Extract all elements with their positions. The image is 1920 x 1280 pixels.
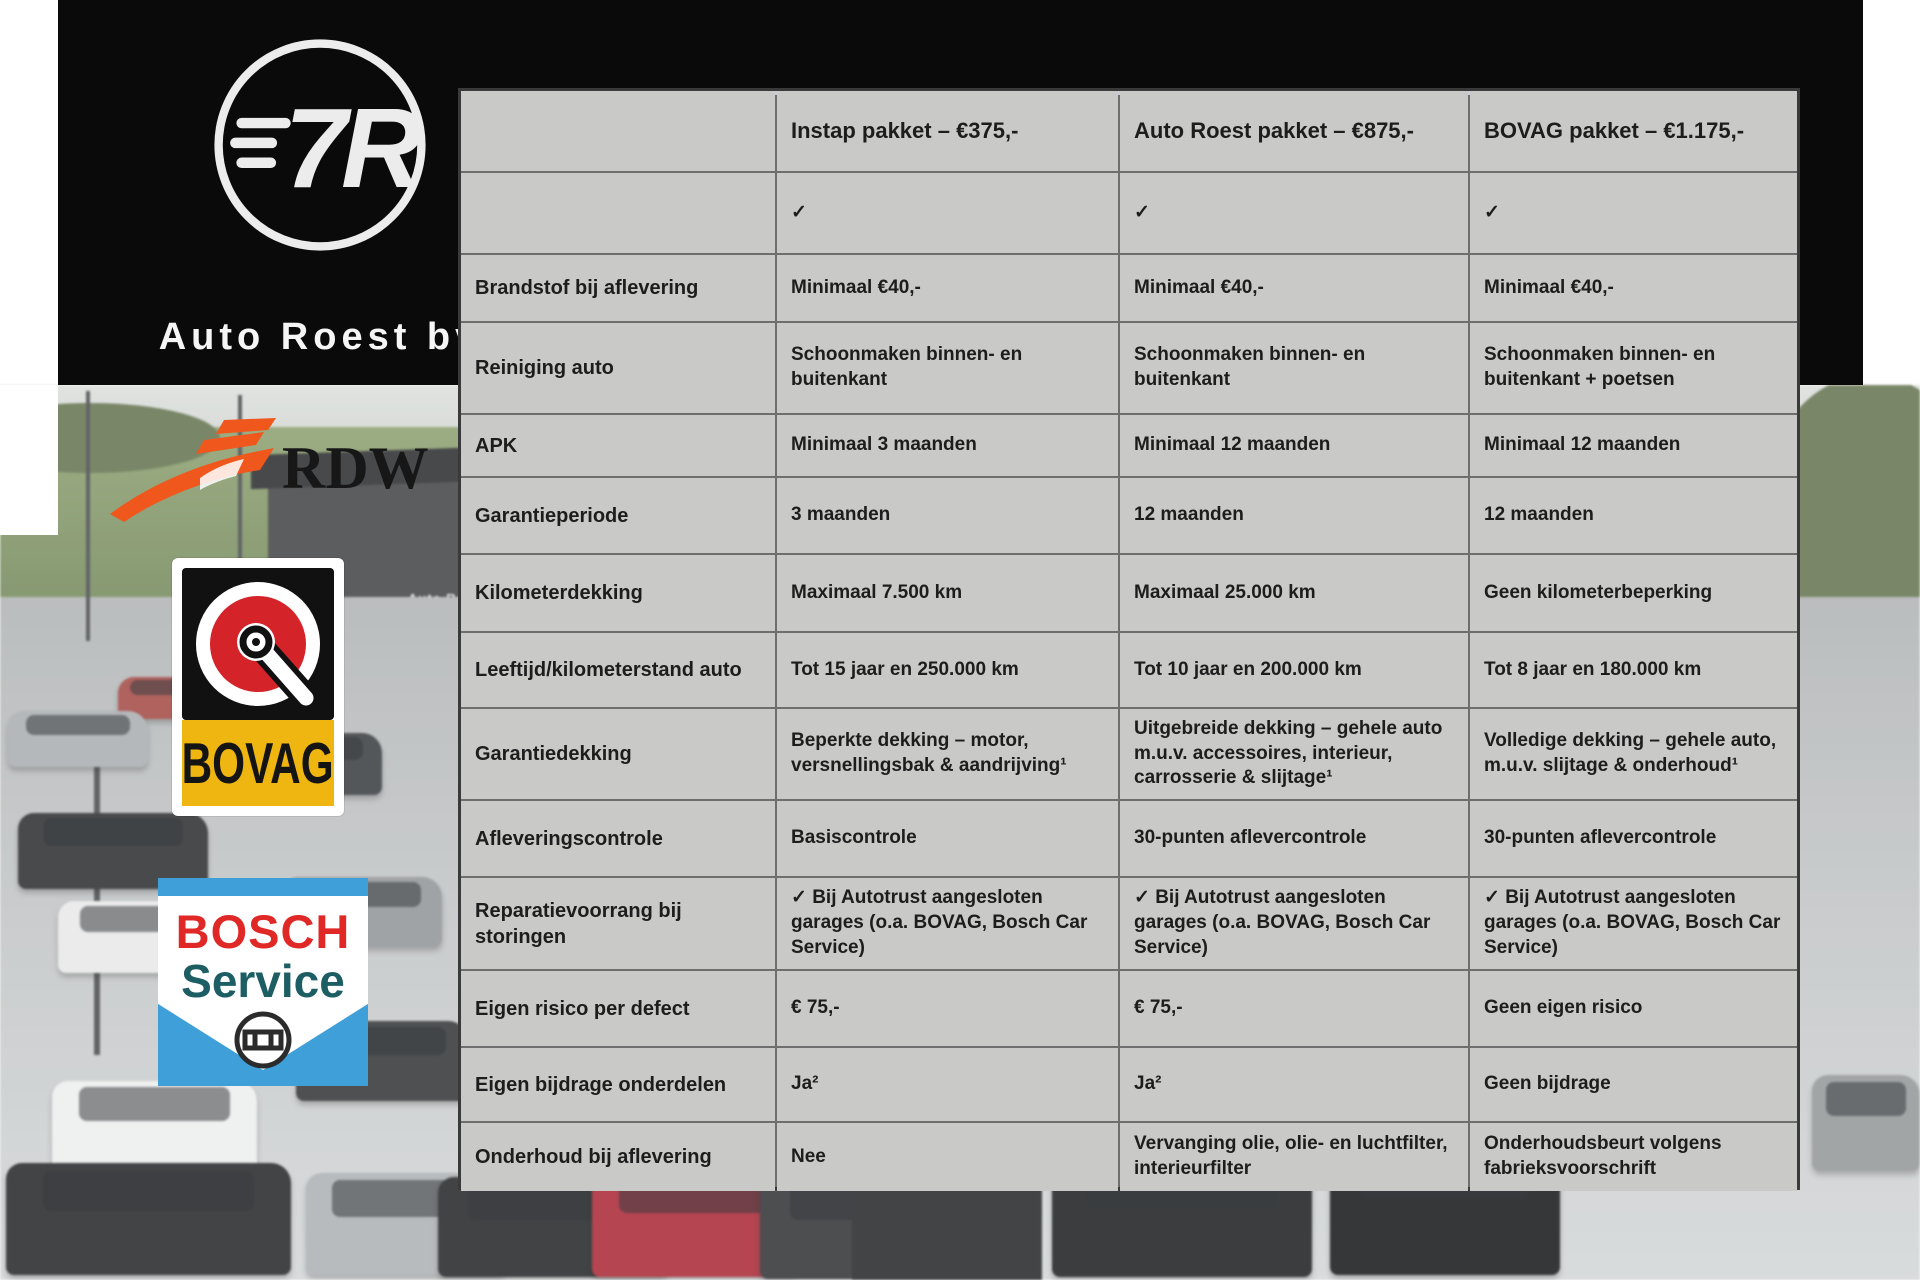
rdw-wordmark: RDW [282,435,429,501]
value-cell: Beperkte dekking – motor, versnellingsba… [777,709,1118,799]
value-cell: ✓ Bij Autotrust aangesloten garages (o.a… [777,878,1118,969]
value-cell: Onderhoudsbeurt volgens fabrieksvoorschr… [1470,1123,1797,1191]
value-cell: ✓ [1470,173,1797,253]
bosch-armature-icon [234,1011,292,1069]
value-cell: € 75,- [777,971,1118,1046]
car [1812,1075,1920,1171]
bosch-service-logo: BOSCH Service [158,878,368,1086]
value-cell: Uitgebreide dekking – gehele auto m.u.v.… [1120,709,1468,799]
bosch-wordmark: BOSCH [175,905,351,958]
value-cell: Schoonmaken binnen- en buitenkant [1120,323,1468,413]
value-cell: ✓ [1120,173,1468,253]
value-cell: Geen kilometerbeperking [1470,555,1797,631]
auto-roest-logo-icon: 7R [214,39,428,251]
column-header: Instap pakket – €375,- [777,91,1118,171]
value-cell: Minimaal €40,- [1120,255,1468,321]
row-label: Kilometerdekking [461,555,775,631]
rdw-swoosh-icon [110,418,276,522]
value-cell: 12 maanden [1120,478,1468,553]
value-cell: Schoonmaken binnen- en buitenkant + poet… [1470,323,1797,413]
value-cell: Geen eigen risico [1470,971,1797,1046]
row-label: Leeftijd/kilometerstand auto [461,633,775,707]
row-label: Eigen bijdrage onderdelen [461,1048,775,1121]
value-cell: Tot 15 jaar en 250.000 km [777,633,1118,707]
value-cell: Nee [777,1123,1118,1191]
value-cell: ✓ Bij Autotrust aangesloten garages (o.a… [1120,878,1468,969]
value-cell: Minimaal €40,- [777,255,1118,321]
auto-roest-name: Auto Roest bv [158,316,482,358]
row-label: APK [461,415,775,476]
row-label: Eigen risico per defect [461,971,775,1046]
value-cell: Geen bijdrage [1470,1048,1797,1121]
value-cell: Minimaal 12 maanden [1120,415,1468,476]
value-cell: Ja² [1120,1048,1468,1121]
rdw-logo: RDW [104,418,429,528]
row-label [461,173,775,253]
value-cell: ✓ Bij Autotrust aangesloten garages (o.a… [1470,878,1797,969]
value-cell: 30-punten aflevercontrole [1470,801,1797,876]
package-table: Instap pakket – €375,- Auto Roest pakket … [461,91,1797,1191]
value-cell: Volledige dekking – gehele auto, m.u.v. … [1470,709,1797,799]
value-cell: Maximaal 7.500 km [777,555,1118,631]
value-cell: ✓ [777,173,1118,253]
bosch-service-text: Service [181,955,345,1007]
car [52,1081,257,1173]
photo-pole [238,395,242,605]
bovag-logo: BOVAG [172,558,344,816]
bovag-wordmark: BOVAG [181,730,335,796]
value-cell: Tot 8 jaar en 180.000 km [1470,633,1797,707]
row-label: Garantieperiode [461,478,775,553]
value-cell: 12 maanden [1470,478,1797,553]
value-cell: Schoonmaken binnen- en buitenkant [777,323,1118,413]
column-header: Auto Roest pakket – €875,- [1120,91,1468,171]
row-label: Garantiedekking [461,709,775,799]
value-cell: 30-punten aflevercontrole [1120,801,1468,876]
value-cell: Vervanging olie, olie- en luchtfilter, i… [1120,1123,1468,1191]
bovag-emblem-icon [182,568,334,720]
row-label: Onderhoud bij aflevering [461,1123,775,1191]
corner-cell [461,91,775,171]
row-label: Reiniging auto [461,323,775,413]
car [8,711,148,767]
row-label: Reparatievoorrang bij storingen [461,878,775,969]
value-cell: Tot 10 jaar en 200.000 km [1120,633,1468,707]
value-cell: Minimaal €40,- [1470,255,1797,321]
value-cell: Minimaal 3 maanden [777,415,1118,476]
car [18,813,208,889]
row-label: Brandstof bij aflevering [461,255,775,321]
bovag-yellow-band: BOVAG [182,720,334,806]
photo-pole [86,391,90,641]
value-cell: 3 maanden [777,478,1118,553]
auto-roest-monogram: 7R [284,85,422,211]
left-margin-strip [0,385,58,535]
package-comparison-table-wrap: Instap pakket – €375,- Auto Roest pakket … [458,88,1800,1191]
value-cell: Minimaal 12 maanden [1470,415,1797,476]
row-label: Afleveringscontrole [461,801,775,876]
value-cell: Maximaal 25.000 km [1120,555,1468,631]
value-cell: € 75,- [1120,971,1468,1046]
car [6,1163,291,1275]
value-cell: Ja² [777,1048,1118,1121]
value-cell: Basiscontrole [777,801,1118,876]
column-header: BOVAG pakket – €1.175,- [1470,91,1797,171]
